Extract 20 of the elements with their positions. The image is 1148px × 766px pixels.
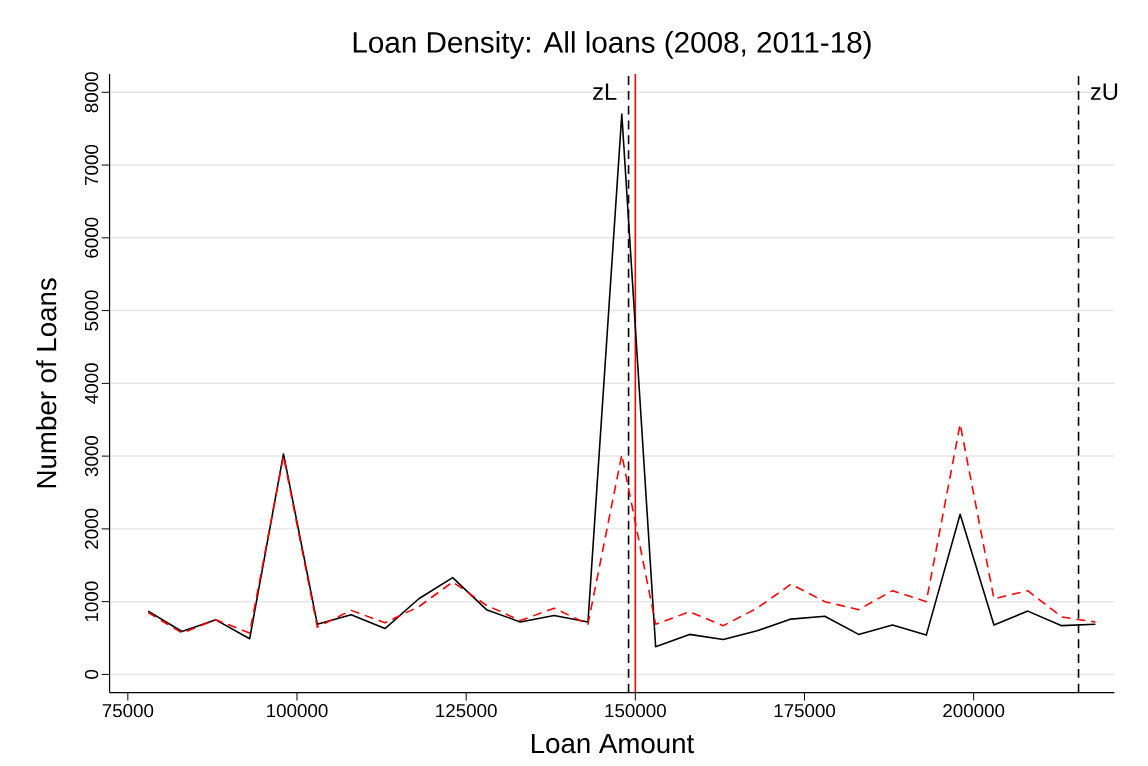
y-tick-label: 6000 (84, 217, 99, 258)
x-tick-label: 75000 (102, 704, 154, 718)
y-axis-title: Number of Loans (36, 278, 57, 488)
x-tick-label: 150000 (605, 704, 666, 718)
y-tick-label: 0 (84, 670, 99, 680)
chart-title: Loan Density: All loans (2008, 2011-18) (353, 31, 871, 59)
x-tick-label: 125000 (436, 704, 497, 718)
y-tick-label: 3000 (84, 436, 99, 477)
x-tick-label: 100000 (267, 704, 328, 718)
x-tick-label: 200000 (943, 704, 1005, 718)
y-tick-label: 5000 (84, 290, 99, 331)
y-tick-label: 2000 (84, 508, 99, 549)
ref-line-label: zL (593, 83, 617, 100)
y-tick-label: 7000 (84, 145, 99, 186)
y-tick-label: 4000 (84, 363, 99, 404)
y-tick-label: 1000 (84, 581, 99, 622)
x-axis-title: Loan Amount (531, 734, 695, 754)
ref-line-label: zU (1090, 83, 1118, 101)
y-tick-label: 8000 (84, 72, 99, 113)
x-tick-label: 175000 (774, 704, 836, 718)
